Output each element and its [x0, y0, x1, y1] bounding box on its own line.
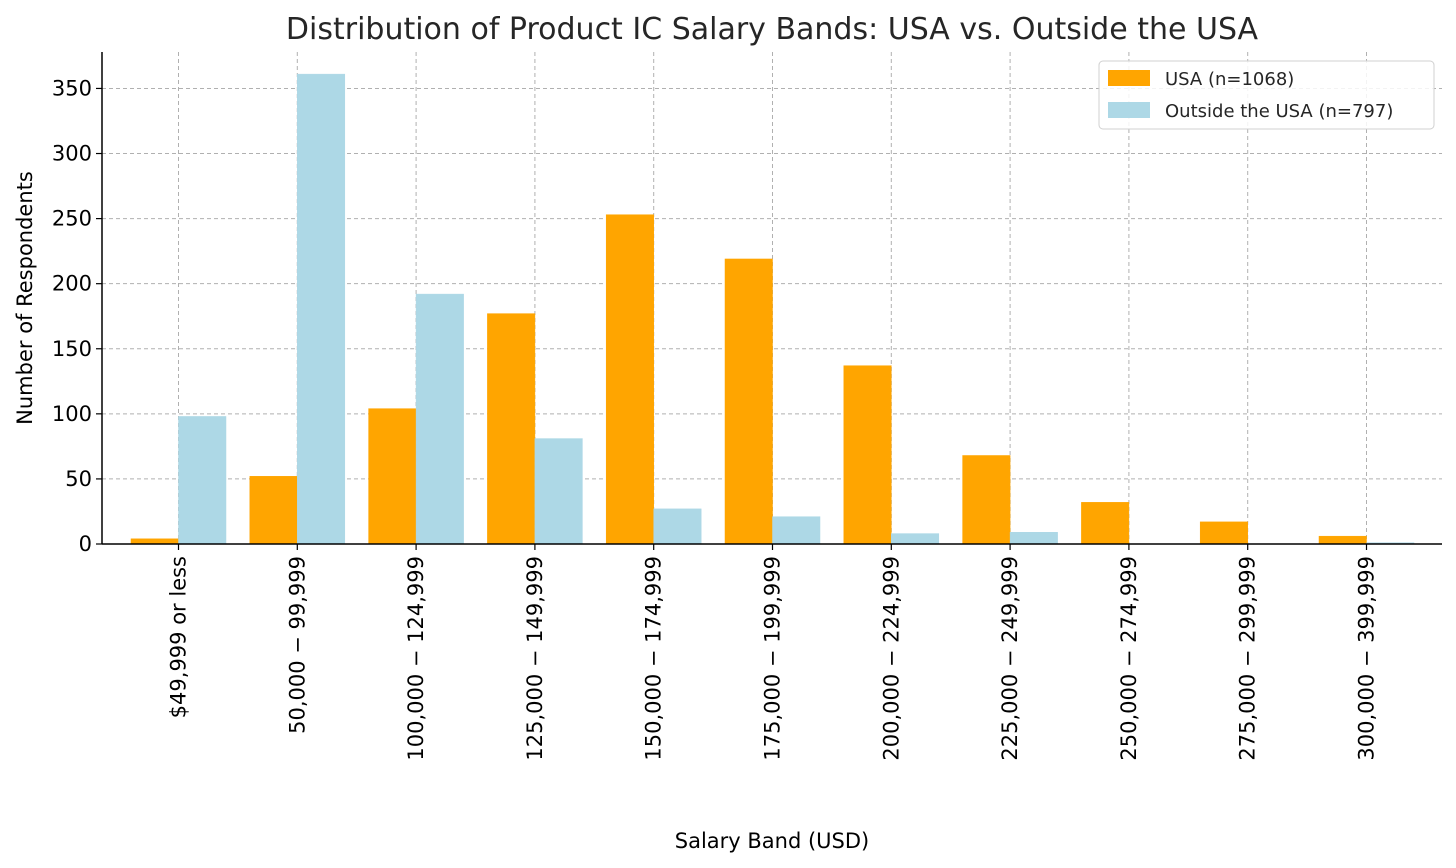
legend-label-usa: USA (n=1068): [1165, 69, 1294, 90]
x-ticks: $49,999 or less 50,000 − 99,999 100,000 − …: [167, 544, 1379, 761]
x-tick-label: 200,000 − 224,999: [879, 556, 903, 761]
bar-outside-usa: [178, 416, 227, 545]
y-tick-label: 0: [79, 532, 92, 556]
bar-outside-usa: [415, 293, 464, 545]
y-tick-label: 100: [52, 402, 92, 426]
x-tick-label: 275,000 − 299,999: [1236, 556, 1260, 761]
bar-usa: [1318, 535, 1367, 545]
legend: USA (n=1068) Outside the USA (n=797): [1098, 60, 1435, 130]
x-tick-label: 225,000 − 249,999: [998, 556, 1022, 761]
bar-outside-usa: [297, 73, 346, 545]
y-tick-label: 350: [52, 76, 92, 100]
bar-outside-usa: [891, 533, 940, 545]
bar-usa: [605, 214, 654, 545]
x-tick-label: 100,000 − 124,999: [404, 556, 428, 761]
bars: [130, 73, 1415, 545]
legend-swatch-outside: [1108, 102, 1150, 118]
legend-label-outside: Outside the USA (n=797): [1165, 101, 1393, 122]
bar-usa: [1199, 521, 1248, 545]
bar-usa: [130, 538, 179, 545]
bar-usa: [962, 455, 1011, 545]
y-tick-label: 250: [52, 207, 92, 231]
x-tick-label: 250,000 − 274,999: [1117, 556, 1141, 761]
x-tick-label: 150,000 − 174,999: [642, 556, 666, 761]
y-tick-label: 50: [65, 467, 92, 491]
y-ticks: 0 50 100 150 200 250 300 350: [52, 76, 102, 556]
x-tick-label: 175,000 − 199,999: [761, 556, 785, 761]
bar-outside-usa: [1009, 532, 1058, 545]
bar-usa: [487, 313, 536, 545]
y-tick-label: 200: [52, 272, 92, 296]
bar-outside-usa: [772, 516, 821, 545]
x-tick-label: $49,999 or less: [167, 556, 191, 718]
legend-box: [1098, 60, 1435, 130]
legend-swatch-usa: [1108, 70, 1150, 86]
x-tick-label: 125,000 − 149,999: [523, 556, 547, 761]
x-tick-label: 300,000 − 399,999: [1355, 556, 1379, 761]
bar-usa: [249, 476, 298, 545]
y-tick-label: 150: [52, 337, 92, 361]
bar-usa: [368, 408, 417, 545]
chart-title: Distribution of Product IC Salary Bands:…: [286, 12, 1259, 47]
y-axis-label: Number of Respondents: [13, 171, 37, 425]
bar-usa: [843, 365, 892, 545]
y-tick-label: 300: [52, 142, 92, 166]
bar-outside-usa: [534, 438, 583, 545]
bar-outside-usa: [653, 508, 702, 545]
x-axis-label: Salary Band (USD): [675, 829, 870, 853]
x-tick-label: 50,000 − 99,999: [285, 556, 309, 734]
bar-usa: [724, 258, 773, 545]
bar-usa: [1081, 502, 1130, 545]
